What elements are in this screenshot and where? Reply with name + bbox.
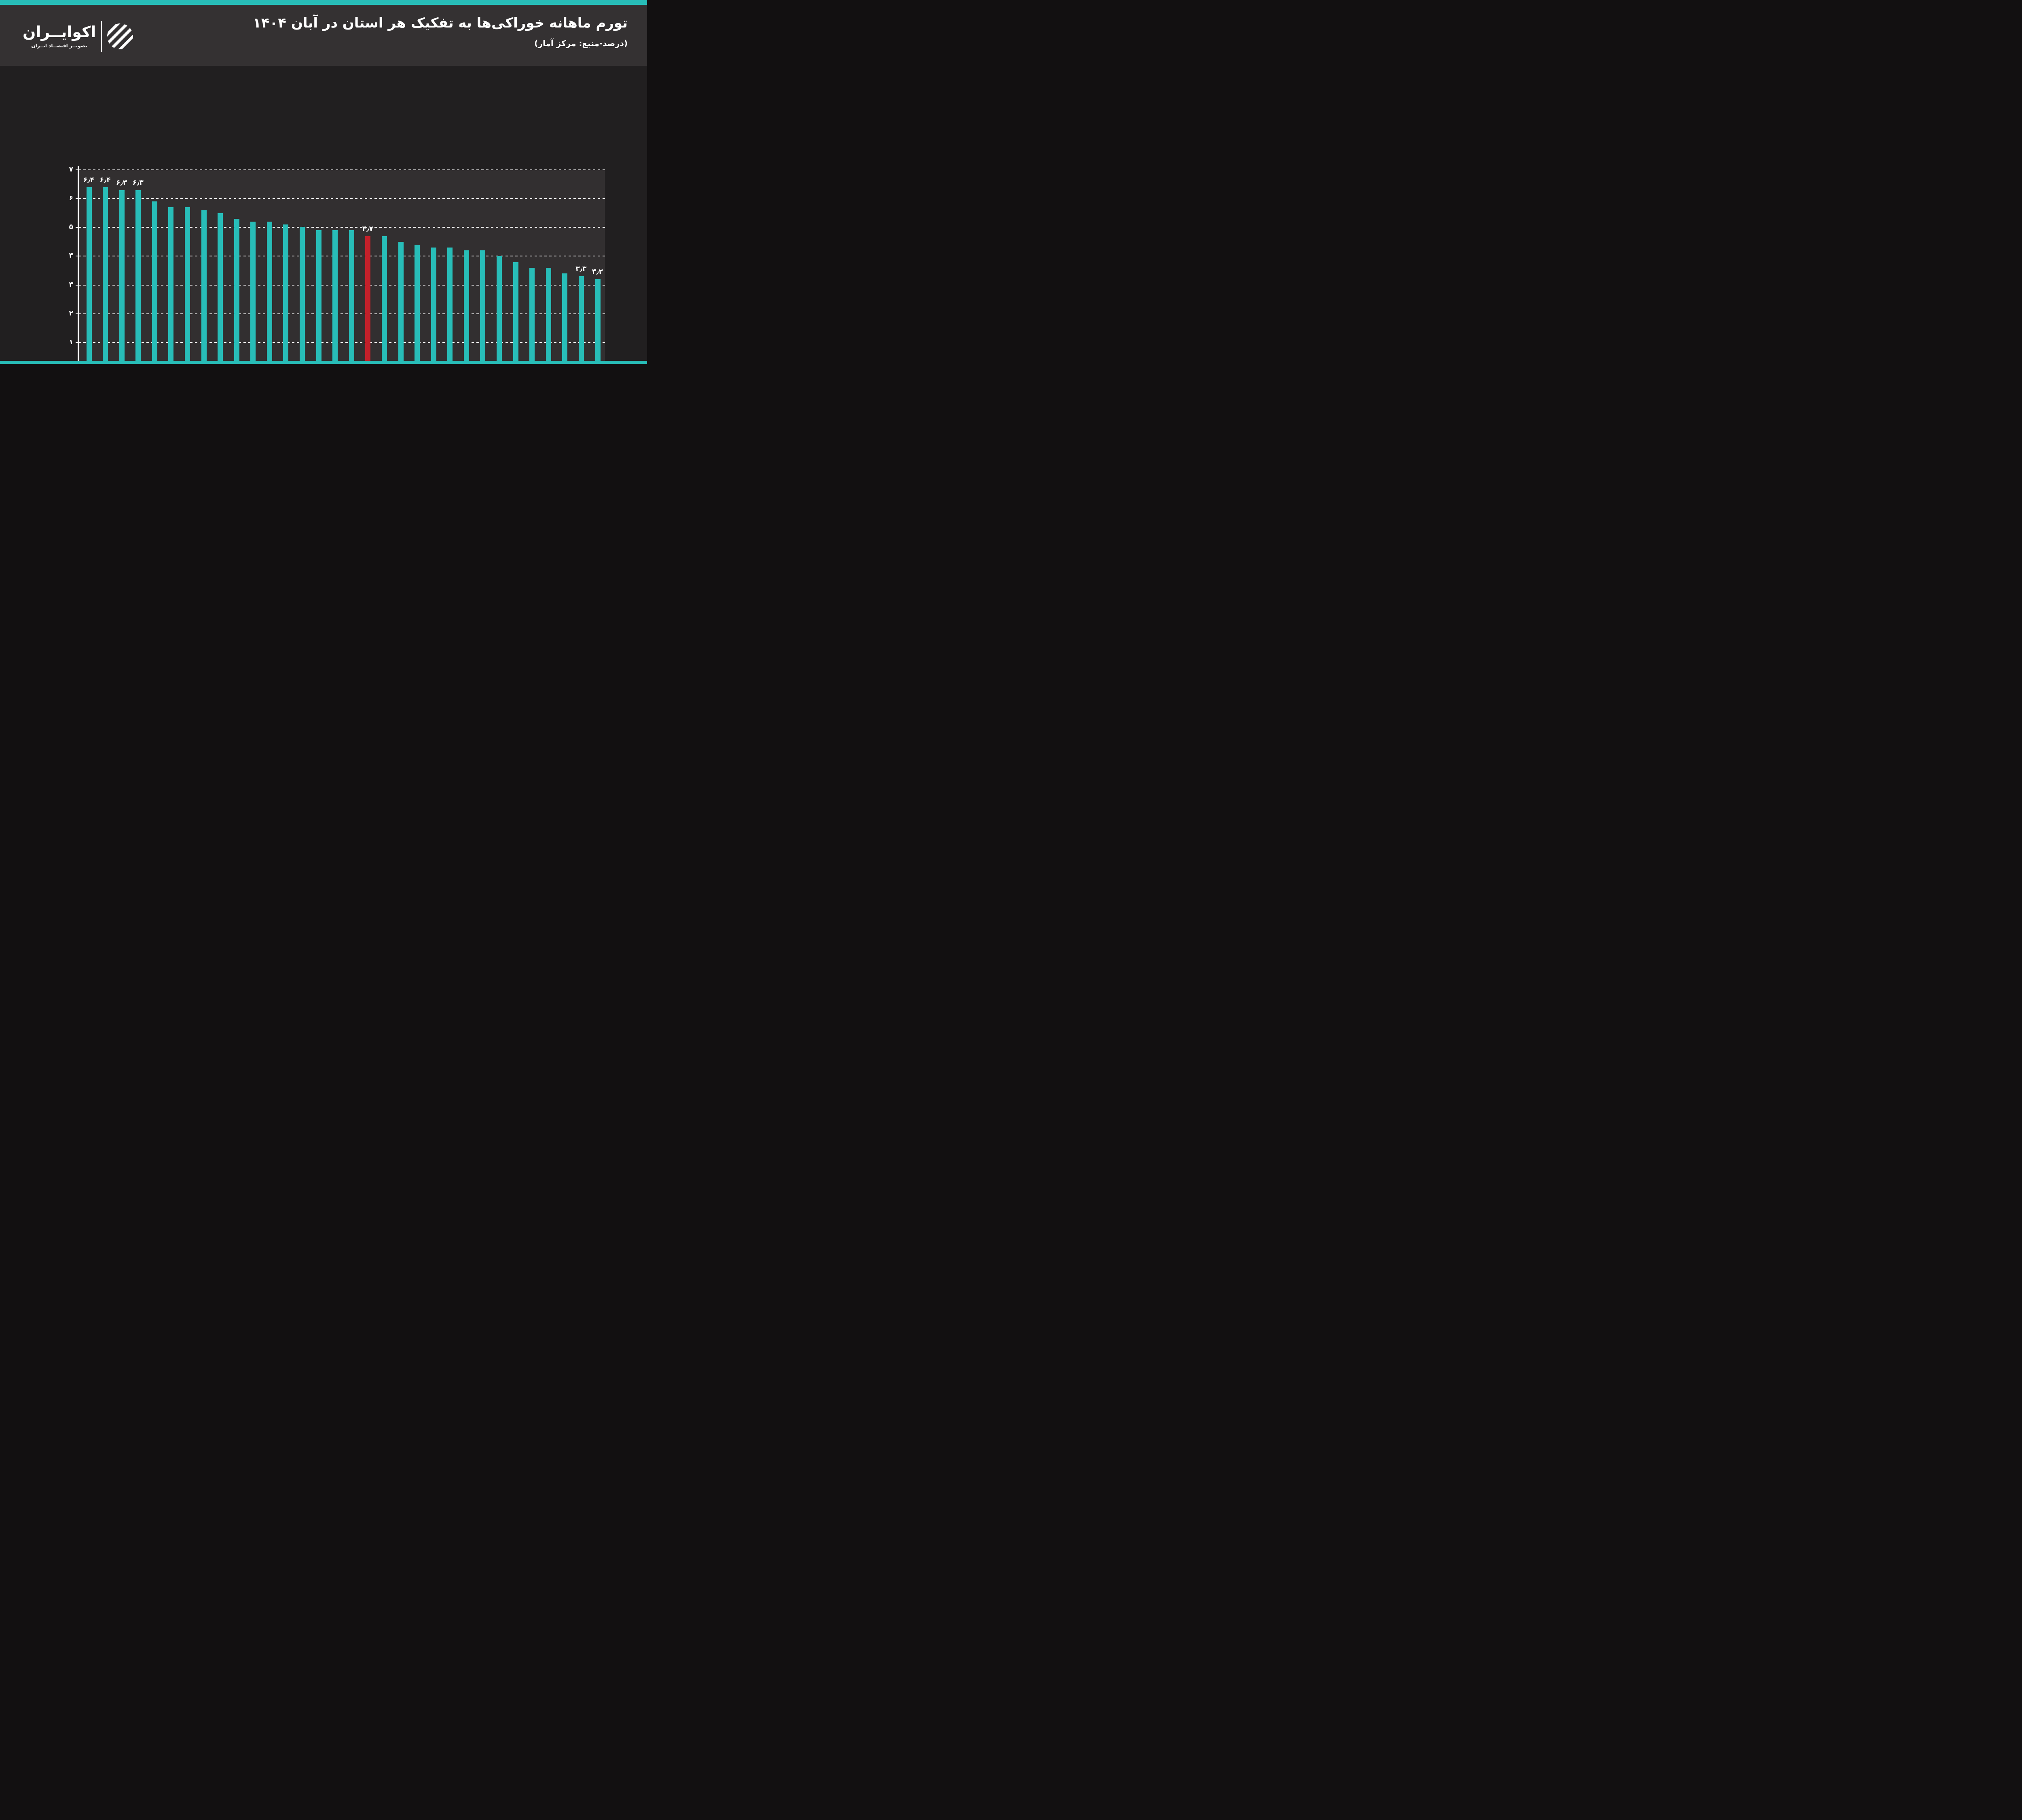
bar: [184, 207, 190, 364]
y-tick-label: ۳: [69, 280, 73, 289]
bar: [218, 213, 223, 364]
title-block: تورم ماهانه خوراکی‌ها به تفکیک هر استان …: [253, 15, 628, 48]
bar-value-label: ۶٫۳: [132, 178, 144, 187]
bar: [415, 244, 420, 364]
header: اکوایــران تصویــر اقتصــاد ایــران تورم…: [0, 5, 647, 66]
bottom-accent-strip: [0, 361, 647, 364]
y-tick-label: ۲: [69, 309, 73, 317]
bar: [349, 230, 354, 364]
y-tick-label: ۷: [69, 165, 73, 174]
bar: [300, 227, 305, 364]
bar: [168, 207, 174, 364]
logo-text-block: اکوایــران تصویــر اقتصــاد ایــران: [23, 24, 96, 49]
gridline-1: [78, 342, 605, 343]
gridline-3: [78, 284, 605, 286]
bar: [86, 187, 92, 364]
top-accent-strip: [0, 0, 647, 5]
bar: [103, 187, 108, 364]
infographic-page: اکوایــران تصویــر اقتصــاد ایــران تورم…: [0, 0, 647, 364]
gridline-7: [78, 169, 605, 170]
gridline-2: [78, 313, 605, 314]
y-tick-label: ۱: [69, 338, 73, 347]
bar: [562, 273, 568, 364]
bar: [546, 267, 551, 364]
bar: [497, 256, 502, 364]
logo-tagline: تصویــر اقتصــاد ایــران: [31, 42, 87, 49]
y-tick-7: [76, 169, 78, 170]
y-tick-label: ۵: [69, 223, 73, 231]
gridline-5: [78, 227, 605, 228]
bar: [332, 230, 338, 364]
bar: [398, 241, 404, 364]
bar: [250, 222, 256, 364]
page-title: تورم ماهانه خوراکی‌ها به تفکیک هر استان …: [252, 15, 628, 31]
ecoiran-logo: اکوایــران تصویــر اقتصــاد ایــران: [23, 21, 133, 52]
y-tick-6: [76, 198, 78, 199]
bar: [152, 201, 157, 364]
bar: [431, 248, 436, 364]
bar-value-label: ۳٫۲: [592, 268, 603, 276]
bar-value-label: ۳٫۳: [575, 265, 587, 273]
bar: [266, 222, 272, 364]
bar: [316, 230, 321, 364]
y-axis-spine: [78, 166, 79, 364]
logo-divider: [101, 21, 102, 52]
bar: [480, 250, 486, 364]
striped-sphere-logo-icon: [107, 23, 133, 49]
bar: [513, 262, 518, 364]
bar: [381, 236, 387, 364]
y-tick-2: [76, 313, 78, 314]
bar: [447, 248, 453, 364]
y-tick-label: ۴: [69, 252, 73, 260]
bar-value-label: ۶٫۴: [99, 176, 111, 184]
bar: [595, 279, 601, 364]
bar: [119, 190, 125, 364]
bar-value-label: ۶٫۴: [83, 176, 95, 184]
y-tick-1: [76, 342, 78, 343]
bar: [529, 267, 535, 364]
bar: [135, 190, 141, 364]
y-tick-3: [76, 284, 78, 286]
bar: [463, 250, 469, 364]
bar: [201, 210, 207, 364]
bar-highlight-total: [365, 236, 371, 364]
bar: [578, 276, 584, 364]
bar-chart: ۰۱۲۳۴۵۶۷ ۶٫۴مازندران۶٫۴خراسان جنوبی۶٫۳یز…: [0, 66, 647, 364]
bar-value-label: ۶٫۳: [116, 178, 127, 187]
page-subtitle: (درصد-منبع: مرکز آمار): [534, 38, 628, 48]
y-tick-5: [76, 227, 78, 228]
bar: [283, 224, 289, 364]
bar-value-label: ۴٫۷: [362, 224, 373, 233]
bar: [234, 218, 239, 364]
y-tick-label: ۶: [69, 194, 73, 203]
gridline-6: [78, 198, 605, 199]
logo-name: اکوایــران: [23, 23, 96, 41]
